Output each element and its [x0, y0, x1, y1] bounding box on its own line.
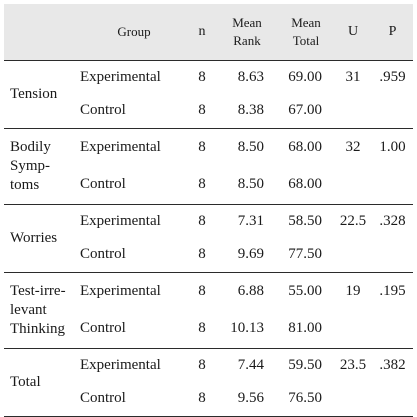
p-cell [372, 166, 413, 204]
n-cell: 8 [188, 203, 216, 238]
group-cell: Control [80, 390, 126, 407]
p-cell: .328 [372, 203, 413, 238]
p-cell [372, 94, 413, 128]
u-cell [334, 310, 372, 348]
mean-total-cell: 77.50 [288, 246, 322, 263]
p-cell: .959 [372, 59, 413, 94]
mean-total-cell: 76.50 [288, 390, 322, 407]
mean-total-cell: 67.00 [288, 102, 322, 119]
mean-rank-cell: 8.50 [237, 176, 264, 193]
u-cell [334, 238, 372, 272]
u-cell [334, 166, 372, 204]
mean-rank-cell: 8.50 [216, 127, 278, 166]
u-cell [334, 94, 372, 128]
group-cell: Control [80, 246, 126, 263]
category-cell: Test-irre- levant Thinking [4, 271, 80, 348]
header-u: U [347, 23, 359, 39]
table-header-row: Group n Mean Rank Mean Total U P [4, 4, 413, 60]
u-cell: 19 [334, 271, 372, 310]
table-row: Control 8 8.38 67.00 [4, 94, 413, 128]
header-mean-rank-line2: Rank [233, 32, 261, 48]
n-cell: 8 [198, 176, 206, 193]
mean-total-cell: 58.50 [278, 203, 334, 238]
header-mean-total-line2: Total [292, 32, 320, 48]
n-cell: 8 [198, 246, 206, 263]
n-cell: 8 [188, 59, 216, 94]
category-cell: Worries [4, 203, 80, 272]
mann-whitney-table: Group n Mean Rank Mean Total U P Tension E… [4, 4, 413, 417]
header-mean-rank-line1: Mean [232, 14, 262, 30]
n-cell: 8 [188, 127, 216, 166]
header-p: P [388, 23, 397, 39]
u-cell: 22.5 [334, 203, 372, 238]
header-n: n [198, 23, 206, 39]
mean-total-cell: 55.00 [278, 271, 334, 310]
p-cell: 1.00 [372, 127, 413, 166]
mean-total-cell: 81.00 [288, 320, 322, 337]
table-row: Control 8 10.13 81.00 [4, 310, 413, 348]
row-group-worries: Worries Experimental 8 7.31 58.50 22.5 .… [4, 203, 413, 272]
p-cell: .382 [372, 347, 413, 382]
mean-rank-cell: 10.13 [230, 320, 264, 337]
row-group-bodily-symptoms: Bodily Symp- toms Experimental 8 8.50 68… [4, 127, 413, 204]
p-cell: .195 [372, 271, 413, 310]
p-cell [372, 238, 413, 272]
mean-total-cell: 69.00 [278, 59, 334, 94]
n-cell: 8 [198, 390, 206, 407]
table-row: Control 8 9.69 77.50 [4, 238, 413, 272]
group-cell: Control [80, 102, 126, 119]
row-group-tension: Tension Experimental 8 8.63 69.00 31 .95… [4, 59, 413, 128]
mean-total-cell: 59.50 [278, 347, 334, 382]
mean-rank-cell: 7.31 [216, 203, 278, 238]
category-cell: Bodily Symp- toms [4, 127, 80, 204]
category-label: Worries [10, 229, 58, 246]
table-row: Tension Experimental 8 8.63 69.00 31 .95… [4, 59, 413, 128]
category-label: Bodily Symp- toms [10, 138, 51, 193]
group-cell: Experimental [80, 203, 188, 238]
mean-rank-cell: 9.69 [237, 246, 264, 263]
row-group-total: Total Experimental 8 7.44 59.50 23.5 .38… [4, 347, 413, 416]
category-label: Tension [10, 85, 58, 102]
category-cell: Tension [4, 59, 80, 128]
group-cell: Experimental [80, 347, 188, 382]
u-cell: 32 [334, 127, 372, 166]
category-cell: Total [4, 347, 80, 416]
p-cell [372, 310, 413, 348]
n-cell: 8 [198, 102, 206, 119]
table-row: Total Experimental 8 7.44 59.50 23.5 .38… [4, 347, 413, 416]
u-cell [334, 382, 372, 416]
n-cell: 8 [188, 347, 216, 382]
group-cell: Experimental [80, 59, 188, 94]
p-cell [372, 382, 413, 416]
group-cell: Experimental [80, 271, 188, 310]
mean-total-cell: 68.00 [278, 127, 334, 166]
u-cell: 31 [334, 59, 372, 94]
header-group: Group [117, 24, 151, 40]
mean-rank-cell: 9.56 [237, 390, 264, 407]
table-row: Bodily Symp- toms Experimental 8 8.50 68… [4, 127, 413, 204]
table-row: Test-irre- levant Thinking Experimental … [4, 271, 413, 348]
table-row: Worries Experimental 8 7.31 58.50 22.5 .… [4, 203, 413, 272]
mean-rank-cell: 8.38 [237, 102, 264, 119]
table-row: Control 8 8.50 68.00 [4, 166, 413, 204]
n-cell: 8 [198, 320, 206, 337]
n-cell: 8 [188, 271, 216, 310]
mean-rank-cell: 8.63 [216, 59, 278, 94]
mean-rank-cell: 6.88 [216, 271, 278, 310]
header-mean-rank: Mean Rank [216, 4, 278, 60]
header-category [4, 4, 80, 60]
u-cell: 23.5 [334, 347, 372, 382]
mean-total-cell: 68.00 [288, 176, 322, 193]
table-row: Control 8 9.56 76.50 [4, 382, 413, 416]
group-cell: Control [80, 176, 126, 193]
group-cell: Control [80, 320, 126, 337]
mean-rank-cell: 7.44 [216, 347, 278, 382]
category-label: Test-irre- levant Thinking [10, 282, 66, 337]
row-group-test-irrelevant-thinking: Test-irre- levant Thinking Experimental … [4, 271, 413, 348]
group-cell: Experimental [80, 127, 188, 166]
header-mean-total-line1: Mean [291, 14, 321, 30]
header-mean-total: Mean Total [278, 4, 334, 60]
category-label: Total [10, 373, 41, 390]
